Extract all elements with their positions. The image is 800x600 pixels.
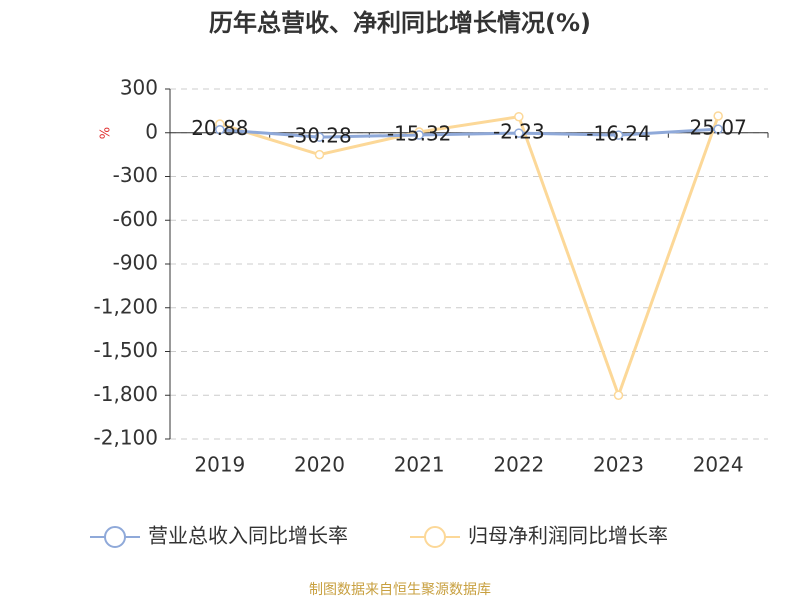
x-tick-label: 2023 (593, 453, 644, 477)
y-axis-label: % (99, 127, 114, 139)
data-point (713, 111, 723, 121)
data-point (314, 132, 325, 142)
y-tick-label: 300 (120, 76, 158, 100)
series-line (219, 115, 720, 400)
data-label: -15.32 (387, 121, 451, 145)
data-point (514, 128, 524, 138)
data-point (314, 149, 325, 160)
legend-label: 营业总收入同比增长率 (148, 524, 348, 548)
data-point (613, 390, 624, 400)
x-tick-label: 2022 (493, 453, 544, 477)
y-tick-label: -300 (113, 163, 158, 187)
x-tick-label: 2024 (693, 453, 744, 477)
data-point (414, 130, 424, 140)
x-tick-label: 2020 (294, 453, 345, 477)
chart-title: 历年总营收、净利同比增长情况(%) (209, 9, 591, 37)
data-point (713, 124, 723, 134)
y-tick-label: -2,100 (94, 426, 158, 450)
data-point (215, 124, 225, 135)
data-point (514, 111, 524, 122)
y-tick-label: -600 (113, 207, 158, 231)
data-label: -30.28 (287, 124, 351, 148)
y-tick-label: 0 (145, 119, 158, 143)
data-point (613, 130, 624, 140)
y-tick-label: -1,200 (94, 294, 158, 318)
legend-marker (424, 526, 446, 548)
y-tick-label: -1,500 (94, 338, 158, 362)
y-tick-label: -1,800 (94, 382, 158, 406)
legend-label: 归母净利润同比增长率 (468, 524, 668, 548)
data-label: 20.88 (191, 116, 248, 140)
data-label: -16.24 (586, 122, 650, 146)
series-line (219, 127, 719, 139)
legend-marker (104, 526, 126, 548)
x-tick-label: 2021 (394, 453, 445, 477)
data-label: 25.07 (690, 116, 747, 140)
source-note: 制图数据来自恒生聚源数据库 (309, 582, 491, 598)
y-tick-label: -900 (113, 251, 158, 275)
x-tick-label: 2019 (194, 453, 245, 477)
data-label: -2.23 (493, 120, 545, 144)
